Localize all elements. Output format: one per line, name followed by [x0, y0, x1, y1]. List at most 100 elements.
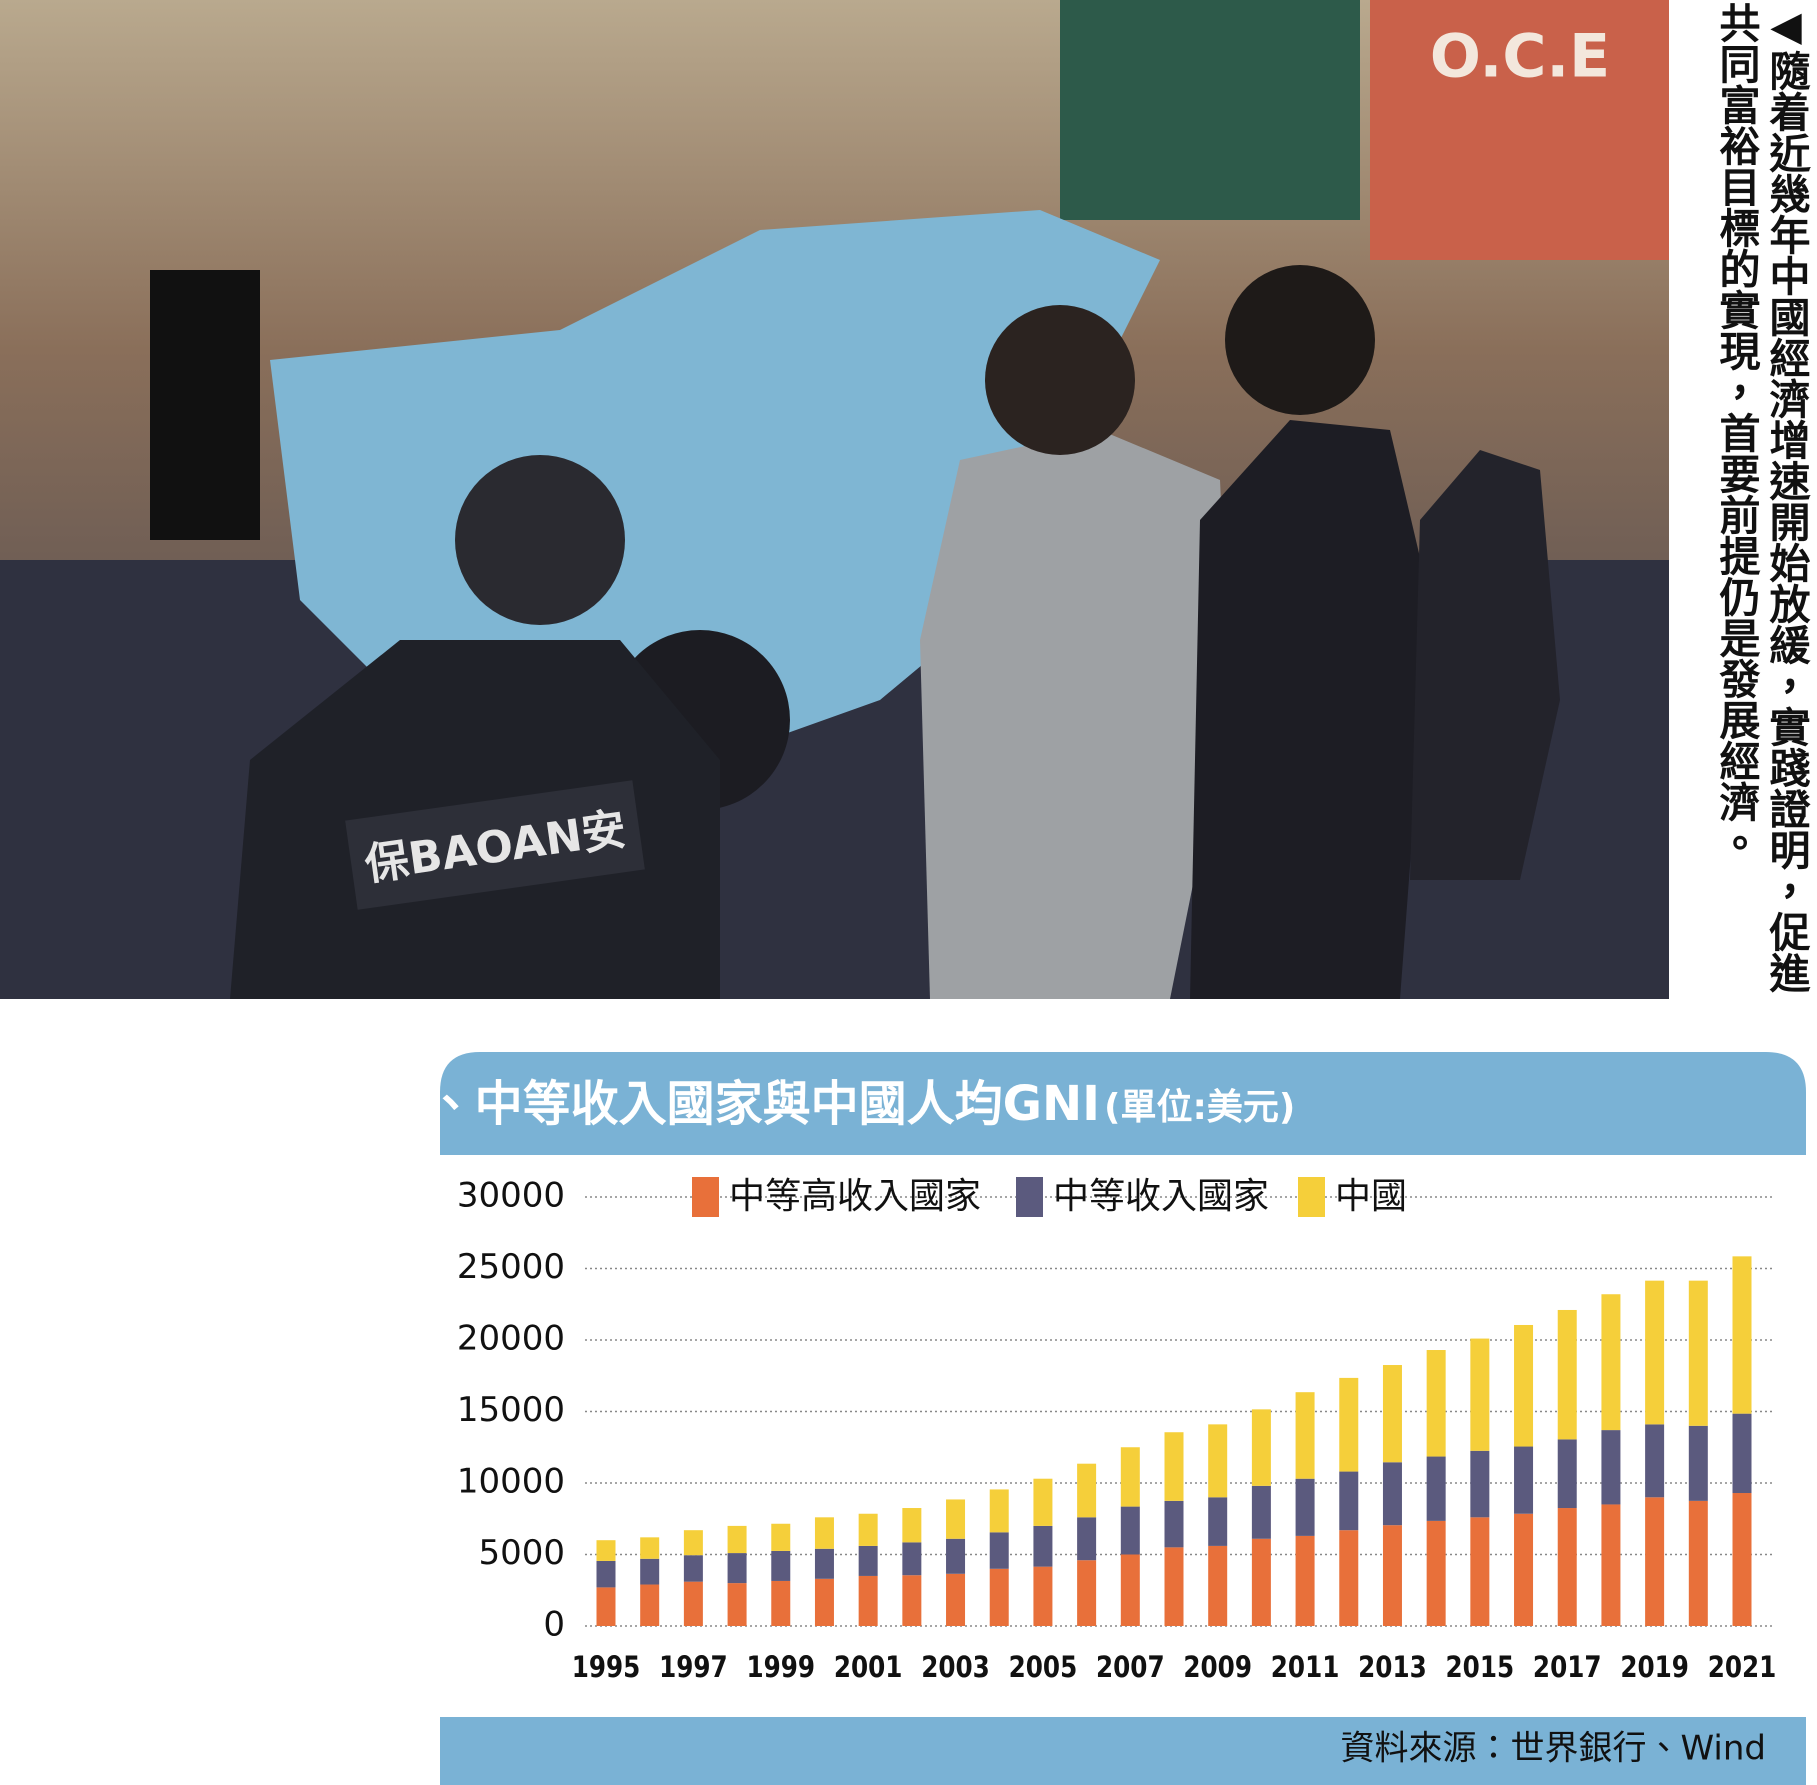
- y-tick-label: 30000: [457, 1176, 565, 1216]
- y-tick-label: 5000: [478, 1533, 565, 1573]
- bar-segment: [989, 1568, 1009, 1626]
- x-tick-label: 1999: [746, 1651, 815, 1684]
- guard-head: [455, 455, 625, 625]
- bar-segment: [1601, 1294, 1621, 1431]
- bar-segment: [858, 1545, 878, 1576]
- bar-segment: [1339, 1471, 1359, 1531]
- x-tick-label: 2013: [1358, 1651, 1427, 1684]
- bar-segment: [1470, 1338, 1490, 1451]
- bar-segment: [814, 1517, 834, 1549]
- bar-segment: [814, 1578, 834, 1626]
- bar-segment: [1645, 1424, 1665, 1498]
- badge: [345, 780, 645, 910]
- bar-segment: [1164, 1547, 1184, 1626]
- store-sign: O.C.E: [1430, 22, 1610, 92]
- photo: O.C.E 保BAOAN安: [0, 0, 1669, 999]
- bar-segment: [1120, 1506, 1140, 1555]
- bar-segment: [1557, 1309, 1577, 1440]
- bar-segment: [1426, 1456, 1446, 1521]
- bar-segment: [1688, 1425, 1708, 1501]
- bar-segment: [1557, 1439, 1577, 1509]
- bar-segment: [902, 1542, 922, 1576]
- chart-frame: [440, 1052, 1806, 1785]
- bar-segment: [1120, 1447, 1140, 1507]
- bar-segment: [1295, 1392, 1315, 1479]
- bar-segment: [1645, 1280, 1665, 1425]
- bar-segment: [1688, 1280, 1708, 1426]
- bar-segment: [727, 1525, 747, 1554]
- bar-segment: [1077, 1560, 1097, 1626]
- y-tick-label: 10000: [457, 1462, 565, 1502]
- y-tick-label: 25000: [457, 1247, 565, 1287]
- y-tick-label: 0: [543, 1605, 565, 1645]
- bar-segment: [727, 1553, 747, 1584]
- bar-segment: [640, 1558, 660, 1585]
- bar-segment: [989, 1489, 1009, 1533]
- screen: [1060, 0, 1360, 220]
- bar-segment: [1251, 1538, 1271, 1626]
- bar-segment: [1033, 1478, 1053, 1526]
- bar-segment: [902, 1508, 922, 1543]
- bar-segment: [1208, 1497, 1228, 1546]
- bar-segment: [1251, 1485, 1271, 1539]
- x-tick-label: 2007: [1096, 1651, 1165, 1684]
- bar-segment: [1120, 1554, 1140, 1626]
- bar-segment: [1557, 1508, 1577, 1626]
- x-tick-label: 2021: [1708, 1651, 1777, 1684]
- bar-segment: [596, 1560, 616, 1588]
- bar-segment: [814, 1548, 834, 1579]
- bar-segment: [858, 1513, 878, 1546]
- bar-segment: [1514, 1324, 1534, 1447]
- bar-segment: [1208, 1545, 1228, 1626]
- legend-label: 中等收入國家: [1053, 1176, 1269, 1217]
- legend-label: 中等高收入國家: [729, 1176, 981, 1217]
- bar-segment: [1208, 1424, 1228, 1498]
- bar-segment: [683, 1555, 703, 1582]
- y-tick-label: 15000: [457, 1390, 565, 1430]
- bar-segment: [1732, 1413, 1752, 1494]
- bar-segment: [946, 1499, 966, 1539]
- bar-segment: [1645, 1497, 1665, 1626]
- bar-segment: [1164, 1432, 1184, 1501]
- x-tick-label: 2019: [1620, 1651, 1689, 1684]
- legend-label: 中國: [1335, 1176, 1407, 1217]
- bar-segment: [1033, 1566, 1053, 1626]
- legend-swatch: [1016, 1177, 1043, 1217]
- bar-segment: [1251, 1409, 1271, 1486]
- x-tick-label: 2015: [1446, 1651, 1515, 1684]
- legend-swatch: [1298, 1177, 1325, 1217]
- bar-segment: [1382, 1365, 1402, 1463]
- bar-segment: [1732, 1256, 1752, 1414]
- woman: [1410, 450, 1560, 880]
- bar-segment: [1382, 1462, 1402, 1526]
- bar-segment: [683, 1530, 703, 1556]
- bar-segment: [683, 1581, 703, 1626]
- bar-segment: [902, 1575, 922, 1626]
- bar-segment: [1382, 1525, 1402, 1626]
- y-tick-label: 20000: [457, 1319, 565, 1359]
- bar-segment: [596, 1540, 616, 1561]
- bar-segment: [640, 1584, 660, 1626]
- honda-board: [150, 270, 260, 540]
- bar-segment: [1732, 1493, 1752, 1626]
- bar-segment: [1601, 1430, 1621, 1505]
- bar-segment: [1426, 1350, 1446, 1457]
- bar-segment: [771, 1550, 791, 1581]
- bar-segment: [771, 1523, 791, 1551]
- x-tick-label: 1997: [659, 1651, 728, 1684]
- bar-segment: [1077, 1463, 1097, 1518]
- bar-segment: [1426, 1520, 1446, 1626]
- man-grey: [920, 430, 1230, 999]
- bar-segment: [1339, 1377, 1359, 1472]
- bar-segment: [1033, 1525, 1053, 1567]
- bar-segment: [1077, 1517, 1097, 1561]
- bar-segment: [640, 1537, 660, 1559]
- legend-swatch: [692, 1177, 719, 1217]
- bar-segment: [946, 1538, 966, 1574]
- chart-title: 中高收入、中等收入國家與中國人均GNI: [235, 1076, 1100, 1132]
- bar-segment: [727, 1583, 747, 1626]
- bar-segment: [1295, 1535, 1315, 1626]
- bar-segment: [989, 1532, 1009, 1569]
- bar-segment: [1514, 1513, 1534, 1626]
